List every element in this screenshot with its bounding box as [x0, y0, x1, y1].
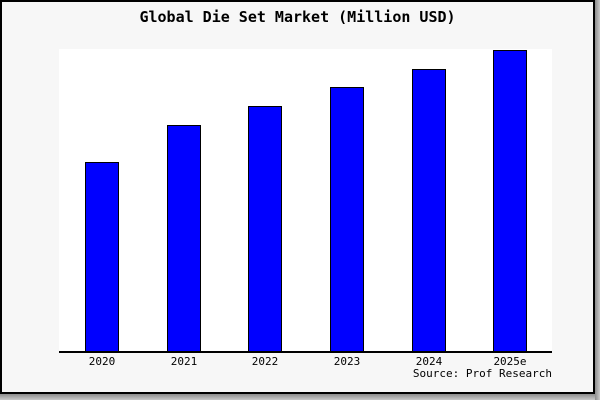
- x-tick-label: 2022: [251, 355, 279, 368]
- source-note: Source: Prof Research: [412, 367, 552, 380]
- bar-2024: [412, 69, 446, 351]
- plot-area: [59, 49, 552, 353]
- x-tick-label: 2021: [170, 355, 198, 368]
- x-tick-label: 2020: [88, 355, 116, 368]
- x-tick-label: 2024: [415, 355, 443, 368]
- frame-shadow-bottom: [0, 394, 595, 400]
- bar-2020: [85, 162, 119, 351]
- bar-2025e: [493, 50, 527, 351]
- chart-title: Global Die Set Market (Million USD): [139, 8, 456, 26]
- bar-2022: [248, 106, 282, 351]
- bar-2021: [167, 125, 201, 351]
- x-tick-label: 2023: [333, 355, 361, 368]
- x-tick-label: 2025e: [493, 355, 527, 368]
- bar-2023: [330, 87, 364, 351]
- frame-shadow-right: [595, 0, 600, 400]
